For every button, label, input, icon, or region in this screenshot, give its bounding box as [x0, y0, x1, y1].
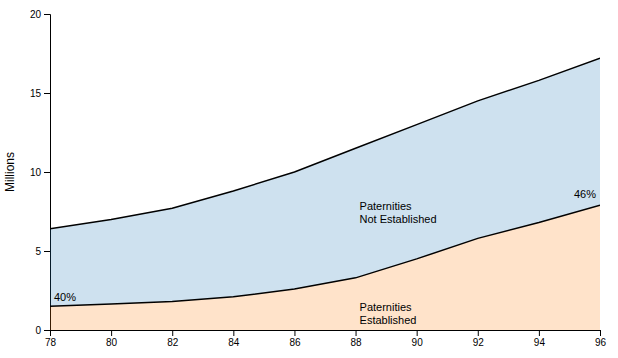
- annotations: 40% PaternitiesEstablished PaternitiesNot …: [54, 188, 596, 326]
- x-tick-mark: [294, 330, 295, 336]
- y-tick-label: 15: [30, 88, 42, 99]
- x-tick-label: 84: [228, 337, 240, 348]
- x-tick: 92: [473, 330, 485, 348]
- x-tick-label: 92: [473, 337, 485, 348]
- x-tick-label: 96: [595, 337, 607, 348]
- x-tick-label: 88: [350, 337, 362, 348]
- y-tick: 15: [30, 88, 50, 99]
- y-tick-label: 20: [30, 9, 42, 20]
- x-tick-label: 82: [167, 337, 179, 348]
- annotation: PaternitiesNot Established: [360, 200, 437, 225]
- annotation: 46%: [574, 188, 596, 200]
- x-tick: 94: [534, 330, 546, 348]
- x-tick-label: 86: [289, 337, 301, 348]
- y-tick-mark: [44, 14, 50, 15]
- x-tick-label: 80: [106, 337, 118, 348]
- y-tick-mark: [44, 330, 50, 331]
- y-tick-mark: [44, 93, 50, 94]
- y-tick: 10: [30, 167, 50, 178]
- x-tick-mark: [356, 330, 357, 336]
- x-tick: 86: [289, 330, 301, 348]
- x-tick-label: 78: [45, 337, 57, 348]
- x-tick-mark: [478, 330, 479, 336]
- x-tick-label: 90: [412, 337, 424, 348]
- y-tick: 5: [35, 246, 50, 257]
- x-tick: 78: [45, 330, 57, 348]
- y-tick: 0: [35, 325, 50, 336]
- y-axis: 0 5 10 15 20: [30, 9, 51, 336]
- annotation: PaternitiesEstablished: [360, 301, 417, 326]
- x-tick: 96: [595, 330, 607, 348]
- y-axis-line: [44, 15, 51, 331]
- x-tick: 88: [350, 330, 362, 348]
- area: [50, 205, 600, 330]
- y-tick-label: 10: [30, 167, 42, 178]
- y-tick-label: 5: [35, 246, 41, 257]
- x-tick-mark: [233, 330, 234, 336]
- y-tick-label: 0: [35, 325, 41, 336]
- y-tick-mark: [44, 251, 50, 252]
- x-tick-mark: [600, 330, 601, 336]
- x-tick: 80: [106, 330, 118, 348]
- y-tick-mark: [44, 172, 50, 173]
- marks: [50, 58, 600, 330]
- x-tick-mark: [172, 330, 173, 336]
- line: [50, 205, 600, 306]
- x-tick-label: 94: [534, 337, 546, 348]
- x-tick-mark: [539, 330, 540, 336]
- chart: 78 80 82 84 86 88 90 92 94 96 0 5 10 15 20 40% Paterniti…: [0, 0, 618, 358]
- plot: 78 80 82 84 86 88 90 92 94 96 0 5 10 15 20 40% Paterniti…: [30, 9, 607, 348]
- y-axis-title: Millions: [3, 152, 17, 192]
- x-axis: 78 80 82 84 86 88 90 92 94 96: [45, 330, 607, 348]
- line: [50, 58, 600, 229]
- x-tick-mark: [417, 330, 418, 336]
- x-axis-line: [51, 331, 601, 337]
- y-tick: 20: [30, 9, 50, 20]
- x-tick: 90: [412, 330, 424, 348]
- x-tick-mark: [111, 330, 112, 336]
- x-tick: 84: [228, 330, 240, 348]
- x-tick: 82: [167, 330, 179, 348]
- annotation: 40%: [54, 291, 76, 303]
